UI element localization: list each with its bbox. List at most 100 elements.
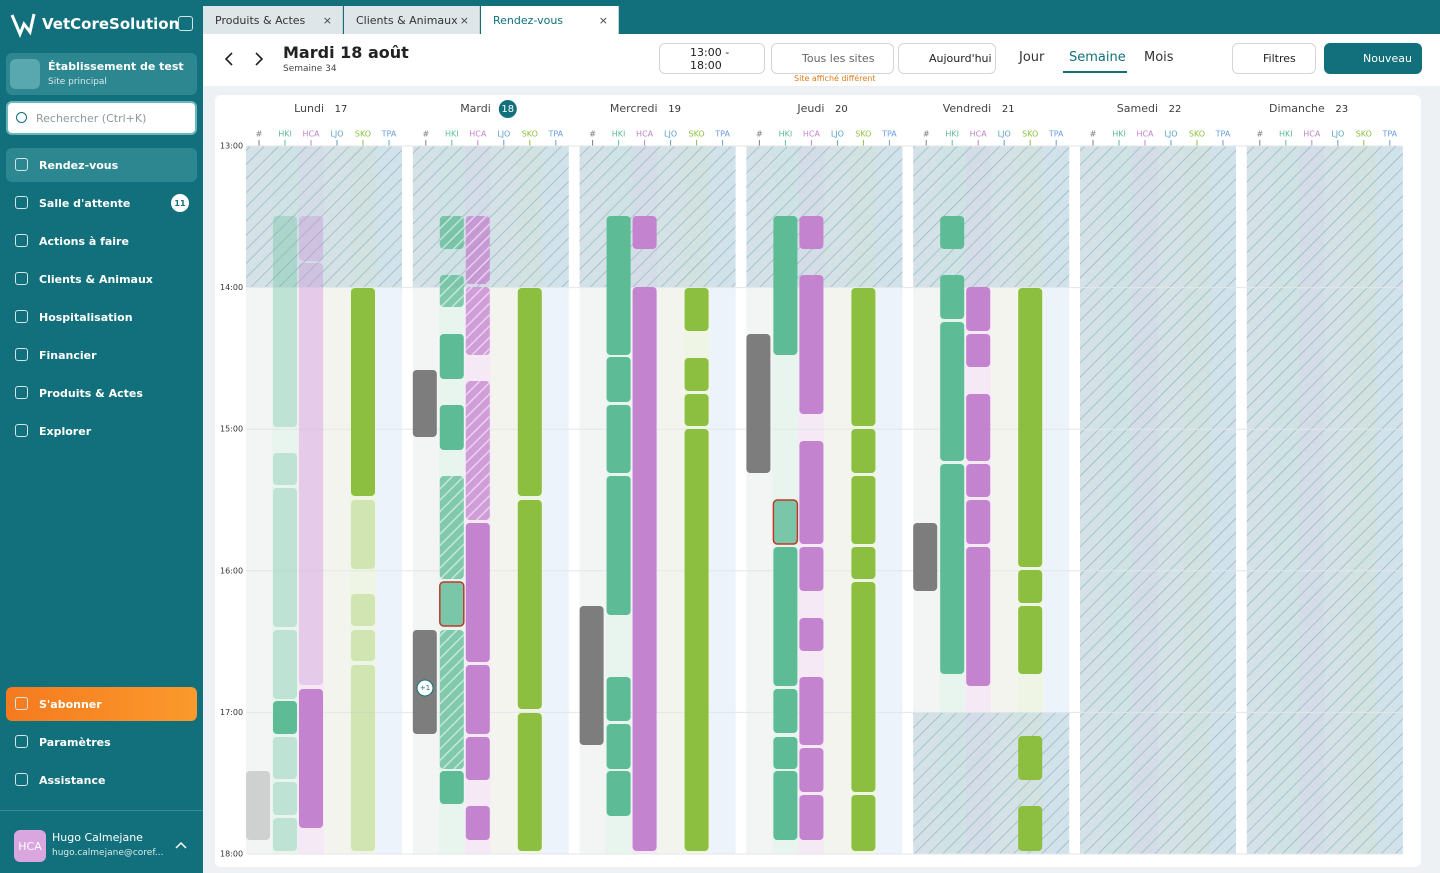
- appointment[interactable]: [1018, 288, 1043, 567]
- appointment[interactable]: [299, 689, 323, 828]
- appointment[interactable]: [773, 737, 798, 769]
- appointment[interactable]: [299, 263, 323, 685]
- time-range[interactable]: 13:00 - 18:00: [659, 43, 765, 74]
- tab-close[interactable]: ×: [598, 13, 608, 27]
- appointment[interactable]: [684, 358, 709, 391]
- appointment[interactable]: [799, 275, 824, 414]
- appointment[interactable]: [606, 677, 631, 721]
- appointment[interactable]: [351, 500, 375, 569]
- appointment[interactable]: [606, 357, 631, 402]
- tab-close[interactable]: ×: [459, 13, 469, 27]
- appointment[interactable]: [966, 547, 991, 686]
- appointment[interactable]: [606, 724, 631, 769]
- appointment[interactable]: [684, 429, 709, 851]
- tab[interactable]: Clients & Animaux ×: [344, 6, 480, 34]
- appointment[interactable]: [913, 523, 938, 591]
- nav-item[interactable]: Hospitalisation: [6, 300, 197, 334]
- appointment[interactable]: [579, 606, 604, 745]
- appointment[interactable]: [273, 216, 297, 427]
- appointment[interactable]: [606, 216, 631, 355]
- nav-item[interactable]: Explorer: [6, 414, 197, 448]
- appointment[interactable]: [1018, 570, 1043, 603]
- site-select[interactable]: Tous les sites: [771, 43, 894, 74]
- appointment[interactable]: [773, 547, 798, 686]
- appointment[interactable]: [606, 405, 631, 473]
- appointment[interactable]: [773, 689, 798, 733]
- tab[interactable]: Rendez-vous ×: [481, 6, 619, 34]
- appointment[interactable]: [351, 665, 375, 851]
- week-navigation[interactable]: [220, 50, 270, 68]
- appointment[interactable]: [966, 464, 991, 497]
- today-button[interactable]: Aujourd'hui: [898, 43, 996, 74]
- tab[interactable]: Produits & Actes ×: [203, 6, 343, 34]
- appointment[interactable]: [746, 334, 771, 473]
- appointment[interactable]: [799, 618, 824, 651]
- nav-item[interactable]: Clients & Animaux: [6, 262, 197, 296]
- nav-item[interactable]: Rendez-vous: [6, 148, 197, 182]
- appointment[interactable]: [273, 488, 297, 627]
- appointment[interactable]: [465, 806, 490, 840]
- search[interactable]: Rechercher (Ctrl+K): [6, 101, 197, 135]
- appointment[interactable]: [773, 216, 798, 355]
- appointment[interactable]: [273, 630, 297, 699]
- appointment[interactable]: [940, 464, 965, 674]
- appointment[interactable]: [465, 665, 490, 734]
- appointment[interactable]: [273, 701, 297, 734]
- nav-item[interactable]: Actions à faire: [6, 224, 197, 258]
- appointment[interactable]: [439, 405, 464, 450]
- appointment[interactable]: [851, 582, 876, 792]
- appointment[interactable]: [1018, 606, 1043, 674]
- view-day[interactable]: Jour: [1019, 50, 1045, 65]
- appointment[interactable]: [273, 818, 297, 851]
- appointment[interactable]: [606, 771, 631, 816]
- appointment[interactable]: [299, 216, 323, 261]
- appointment[interactable]: [351, 594, 375, 626]
- appointment[interactable]: [966, 334, 991, 367]
- appointment[interactable]: [940, 275, 965, 319]
- user-menu-toggle[interactable]: [174, 840, 188, 850]
- nav-item[interactable]: Produits & Actes: [6, 376, 197, 410]
- appointment[interactable]: [772, 499, 799, 545]
- appointment[interactable]: [940, 322, 965, 461]
- appointment[interactable]: [966, 287, 991, 331]
- appointment[interactable]: [412, 370, 437, 437]
- nav-item[interactable]: Assistance: [6, 763, 197, 797]
- appointment[interactable]: [851, 429, 876, 473]
- appointment[interactable]: [799, 795, 824, 840]
- filters-button[interactable]: Filtres: [1232, 43, 1316, 74]
- appointment[interactable]: [1018, 806, 1043, 851]
- nav-item[interactable]: S'abonner: [6, 687, 197, 721]
- appointment[interactable]: [439, 771, 464, 804]
- establishment[interactable]: Établissement de test Site principal: [6, 53, 197, 95]
- current-date[interactable]: Mardi 18 août: [283, 43, 409, 62]
- appointment[interactable]: [1018, 736, 1043, 780]
- view-month[interactable]: Mois: [1144, 50, 1174, 65]
- appointment[interactable]: [517, 288, 542, 496]
- appointment[interactable]: [273, 782, 297, 815]
- view-week[interactable]: Semaine: [1069, 50, 1126, 65]
- appointment[interactable]: [439, 334, 464, 379]
- new-button[interactable]: Nouveau: [1324, 43, 1422, 74]
- appointment[interactable]: [632, 287, 657, 851]
- appointment[interactable]: [465, 737, 490, 780]
- appointment[interactable]: [351, 288, 375, 496]
- appointment[interactable]: [851, 288, 876, 426]
- appointment[interactable]: [465, 523, 490, 662]
- appointment[interactable]: [246, 771, 270, 840]
- nav-item[interactable]: Financier: [6, 338, 197, 372]
- appointment[interactable]: [684, 288, 709, 331]
- appointment[interactable]: [799, 547, 824, 591]
- appointment[interactable]: [351, 630, 375, 661]
- appointment[interactable]: [684, 394, 709, 426]
- nav-item[interactable]: Salle d'attente 11: [6, 186, 197, 220]
- nav-item[interactable]: Paramètres: [6, 725, 197, 759]
- appointment[interactable]: [273, 453, 297, 485]
- appointment[interactable]: [799, 748, 824, 792]
- tab-close[interactable]: ×: [322, 13, 332, 27]
- appointment[interactable]: [606, 476, 631, 615]
- appointment[interactable]: [851, 795, 876, 851]
- appointment[interactable]: [851, 476, 876, 544]
- appointment[interactable]: [517, 500, 542, 709]
- appointment[interactable]: [966, 394, 991, 461]
- appointment[interactable]: [799, 216, 824, 249]
